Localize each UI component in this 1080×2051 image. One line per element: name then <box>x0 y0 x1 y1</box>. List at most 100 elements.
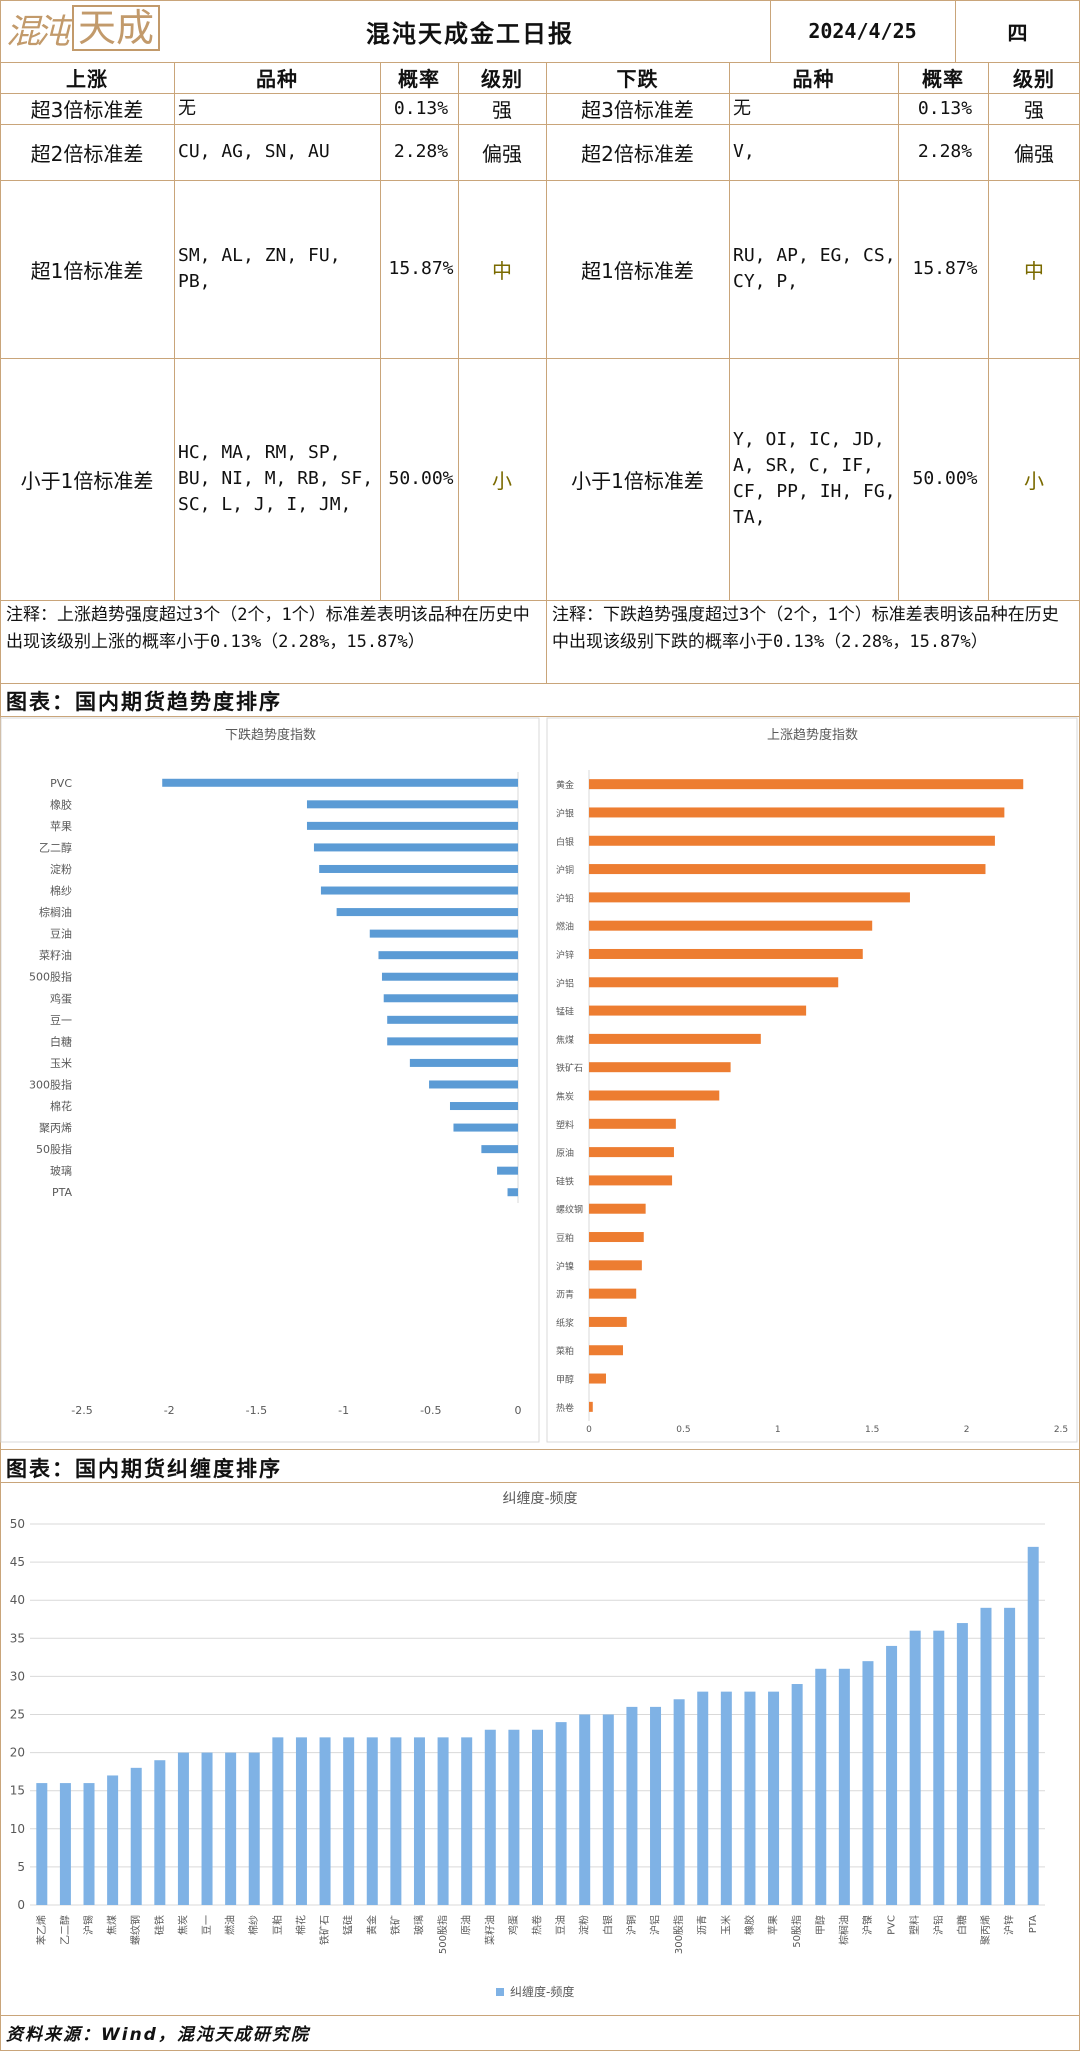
category-label: 燃油 <box>556 921 574 933</box>
row1-up-label: 超2倍标准差 <box>30 141 144 166</box>
bar-沪铜 <box>589 864 986 875</box>
category-label: 500股指 <box>436 1915 449 1954</box>
category-label: 棕榈油 <box>837 1915 850 1945</box>
bar-沪铝 <box>589 977 839 988</box>
category-label: 甲醇 <box>814 1915 827 1935</box>
row1-down-label: 超2倍标准差 <box>581 141 694 166</box>
logo-box-text: 天成 <box>72 5 161 51</box>
bar-聚丙烯 <box>453 1123 518 1132</box>
y-tick-label: 20 <box>10 1746 25 1760</box>
chart-title: 纠缠度-频度 <box>502 1490 577 1507</box>
bar-螺纹钢 <box>589 1203 646 1214</box>
row2-down-items: RU, AP, EG, CS, CY, P, <box>733 245 896 292</box>
y-tick-label: 35 <box>10 1631 25 1645</box>
category-label: 苯乙烯 <box>35 1915 48 1945</box>
row0-down-label: 超3倍标准差 <box>581 98 694 122</box>
row3-up-level: 小 <box>492 468 512 493</box>
bar-玻璃 <box>497 1166 518 1175</box>
row1-down-items: V, <box>733 141 755 162</box>
row2-up-level: 中 <box>492 258 512 283</box>
bar-乙二醇 <box>59 1783 71 1905</box>
bar-300股指 <box>429 1080 518 1089</box>
bar-铁矿 <box>390 1737 402 1905</box>
bar-焦煤 <box>107 1775 119 1905</box>
bar-燃油 <box>589 920 873 931</box>
row0-up-level: 强 <box>492 98 512 122</box>
bar-沪镍 <box>589 1260 642 1271</box>
category-label: 鸡蛋 <box>50 991 72 1005</box>
header-up-level: 级别 <box>481 67 523 91</box>
bar-白糖 <box>387 1037 518 1046</box>
bar-纸浆 <box>589 1316 627 1327</box>
bar-塑料 <box>909 1630 921 1905</box>
bar-硅铁 <box>589 1175 673 1186</box>
row1-down-level: 偏强 <box>1014 141 1054 166</box>
category-label: 焦炭 <box>556 1091 574 1103</box>
y-tick-label: 5 <box>17 1860 25 1874</box>
section-title-entanglement: 图表：国内期货纠缠度排序 <box>6 1457 282 1481</box>
header-up-items: 品种 <box>256 67 298 91</box>
x-tick-label: -1.5 <box>246 1404 267 1417</box>
category-label: 玉米 <box>50 1057 72 1070</box>
category-label: 豆油 <box>50 927 72 941</box>
category-label: PVC <box>887 1915 898 1935</box>
category-label: 白银 <box>601 1915 614 1935</box>
category-label: 沪锡 <box>82 1915 95 1935</box>
bar-棉花 <box>295 1737 307 1905</box>
bar-橡胶 <box>306 800 518 809</box>
row2-up-prob: 15.87% <box>388 258 454 279</box>
chart-title: 上涨趋势度指数 <box>767 727 858 743</box>
category-label: 铁矿石 <box>318 1915 331 1945</box>
bar-50股指 <box>481 1145 518 1154</box>
category-label: 铁矿 <box>389 1915 402 1935</box>
legend-swatch <box>496 1988 504 1996</box>
category-label: 沪铜 <box>625 1915 638 1935</box>
bar-鸡蛋 <box>508 1729 520 1905</box>
category-label: 苹果 <box>50 819 72 833</box>
category-label: 焦煤 <box>556 1034 574 1046</box>
category-label: 沪银 <box>556 807 574 819</box>
category-label: 原油 <box>556 1147 574 1159</box>
category-label: 纸浆 <box>556 1317 574 1329</box>
category-label: 原油 <box>460 1915 473 1935</box>
bar-焦煤 <box>589 1033 761 1044</box>
bar-黄金 <box>366 1737 378 1905</box>
bar-50股指 <box>791 1684 803 1905</box>
category-label: 硅铁 <box>556 1175 574 1187</box>
x-tick-label: 0 <box>586 1425 592 1435</box>
y-tick-label: 50 <box>10 1517 25 1531</box>
category-label: 螺纹钢 <box>129 1915 142 1945</box>
x-tick-label: 0 <box>515 1404 522 1417</box>
row1-up-level: 偏强 <box>482 141 522 166</box>
bar-500股指 <box>381 972 518 981</box>
category-label: 豆一 <box>201 1915 213 1935</box>
bar-PTA <box>507 1188 518 1197</box>
header-down-level: 级别 <box>1013 67 1055 91</box>
bar-豆一 <box>201 1752 213 1905</box>
category-label: 苹果 <box>767 1915 780 1935</box>
chart-up-trend: 上涨趋势度指数黄金沪银白银沪铜沪铅燃油沪锌沪铝锰硅焦煤铁矿石焦炭塑料原油硅铁螺纹… <box>546 717 1078 1443</box>
bar-硅铁 <box>154 1760 166 1905</box>
category-label: 沪锌 <box>1003 1915 1016 1935</box>
header-down-prob: 概率 <box>922 67 964 91</box>
y-tick-label: 10 <box>10 1822 25 1836</box>
category-label: 豆粕 <box>271 1915 284 1935</box>
category-label: 棉花 <box>50 1099 72 1113</box>
note-down: 注释：下跌趋势强度超过3个（2个，1个）标准差表明该品种在历史中出现该级别下跌的… <box>552 605 1059 652</box>
chart-border <box>546 717 1078 1443</box>
bar-沪铅 <box>589 892 910 903</box>
report-date: 2024/4/25 <box>808 19 917 43</box>
bar-300股指 <box>673 1699 685 1905</box>
y-tick-label: 40 <box>10 1593 25 1607</box>
bar-鸡蛋 <box>383 994 518 1003</box>
category-label: 豆粕 <box>556 1232 574 1244</box>
bar-PVC <box>886 1645 898 1905</box>
row3-down-level: 小 <box>1024 468 1044 493</box>
category-label: 燃油 <box>224 1915 237 1935</box>
category-label: 50股指 <box>36 1142 72 1156</box>
y-tick-label: 30 <box>10 1669 25 1683</box>
bar-甲醇 <box>815 1668 827 1905</box>
bar-热卷 <box>532 1729 543 1905</box>
bar-白糖 <box>956 1623 968 1905</box>
bar-苹果 <box>768 1691 780 1905</box>
